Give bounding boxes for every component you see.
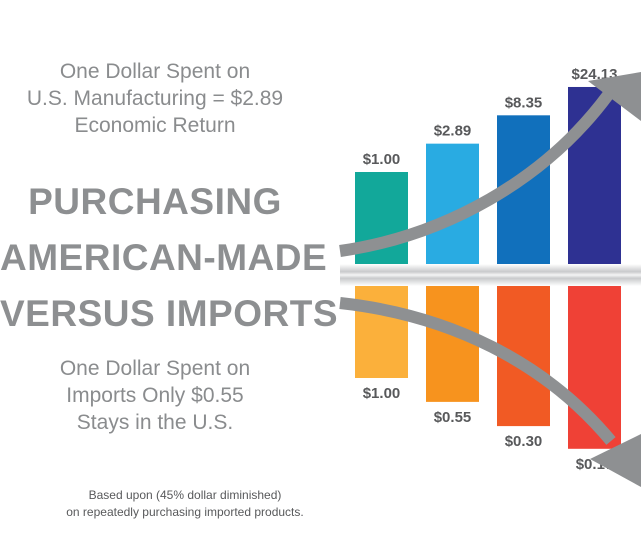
us-bar-value-label: $2.89 <box>434 123 472 140</box>
up-arrow <box>339 72 641 257</box>
up-arrow-shaft <box>339 91 613 257</box>
footnote-line: Based upon (45% dollar diminished) <box>88 488 282 502</box>
up-arrow-head <box>588 72 641 121</box>
import-bar-value-label: $1.00 <box>363 385 401 402</box>
us-manufacturing-caption: One Dollar Spent on U.S. Manufacturing =… <box>0 58 310 139</box>
caption-line: One Dollar Spent on <box>59 357 251 380</box>
headline: PURCHASING AMERICAN-MADE VERSUS IMPORTS <box>0 174 338 342</box>
caption-line: U.S. Manufacturing = $2.89 <box>26 87 284 110</box>
us-bar-value-label: $1.00 <box>363 151 401 168</box>
imports-caption: One Dollar Spent on Imports Only $0.55 S… <box>0 355 310 436</box>
caption-line: One Dollar Spent on <box>59 60 251 83</box>
import-bar-value-label: $0.55 <box>434 409 472 426</box>
headline-line: AMERICAN-MADE <box>0 237 328 278</box>
footnote: Based upon (45% dollar diminished) on re… <box>0 487 370 521</box>
footnote-line: on repeatedly purchasing imported produc… <box>66 505 304 519</box>
down-arrow <box>339 297 641 487</box>
divider-band <box>340 264 641 286</box>
import-bar-value-label: $0.30 <box>505 433 543 450</box>
caption-line: Stays in the U.S. <box>76 411 234 434</box>
headline-line: VERSUS IMPORTS <box>0 293 338 334</box>
labels-layer: $1.00$2.89$8.35$24.13$1.00$0.55$0.30$0.1… <box>363 66 618 473</box>
caption-line: Imports Only $0.55 <box>66 384 244 407</box>
down-arrow-head <box>590 434 641 487</box>
us-bar-value-label: $8.35 <box>505 94 543 111</box>
import-bar <box>355 283 408 378</box>
down-arrow-shaft <box>339 297 616 445</box>
caption-line: Economic Return <box>74 114 236 137</box>
headline-line: PURCHASING <box>28 181 282 222</box>
